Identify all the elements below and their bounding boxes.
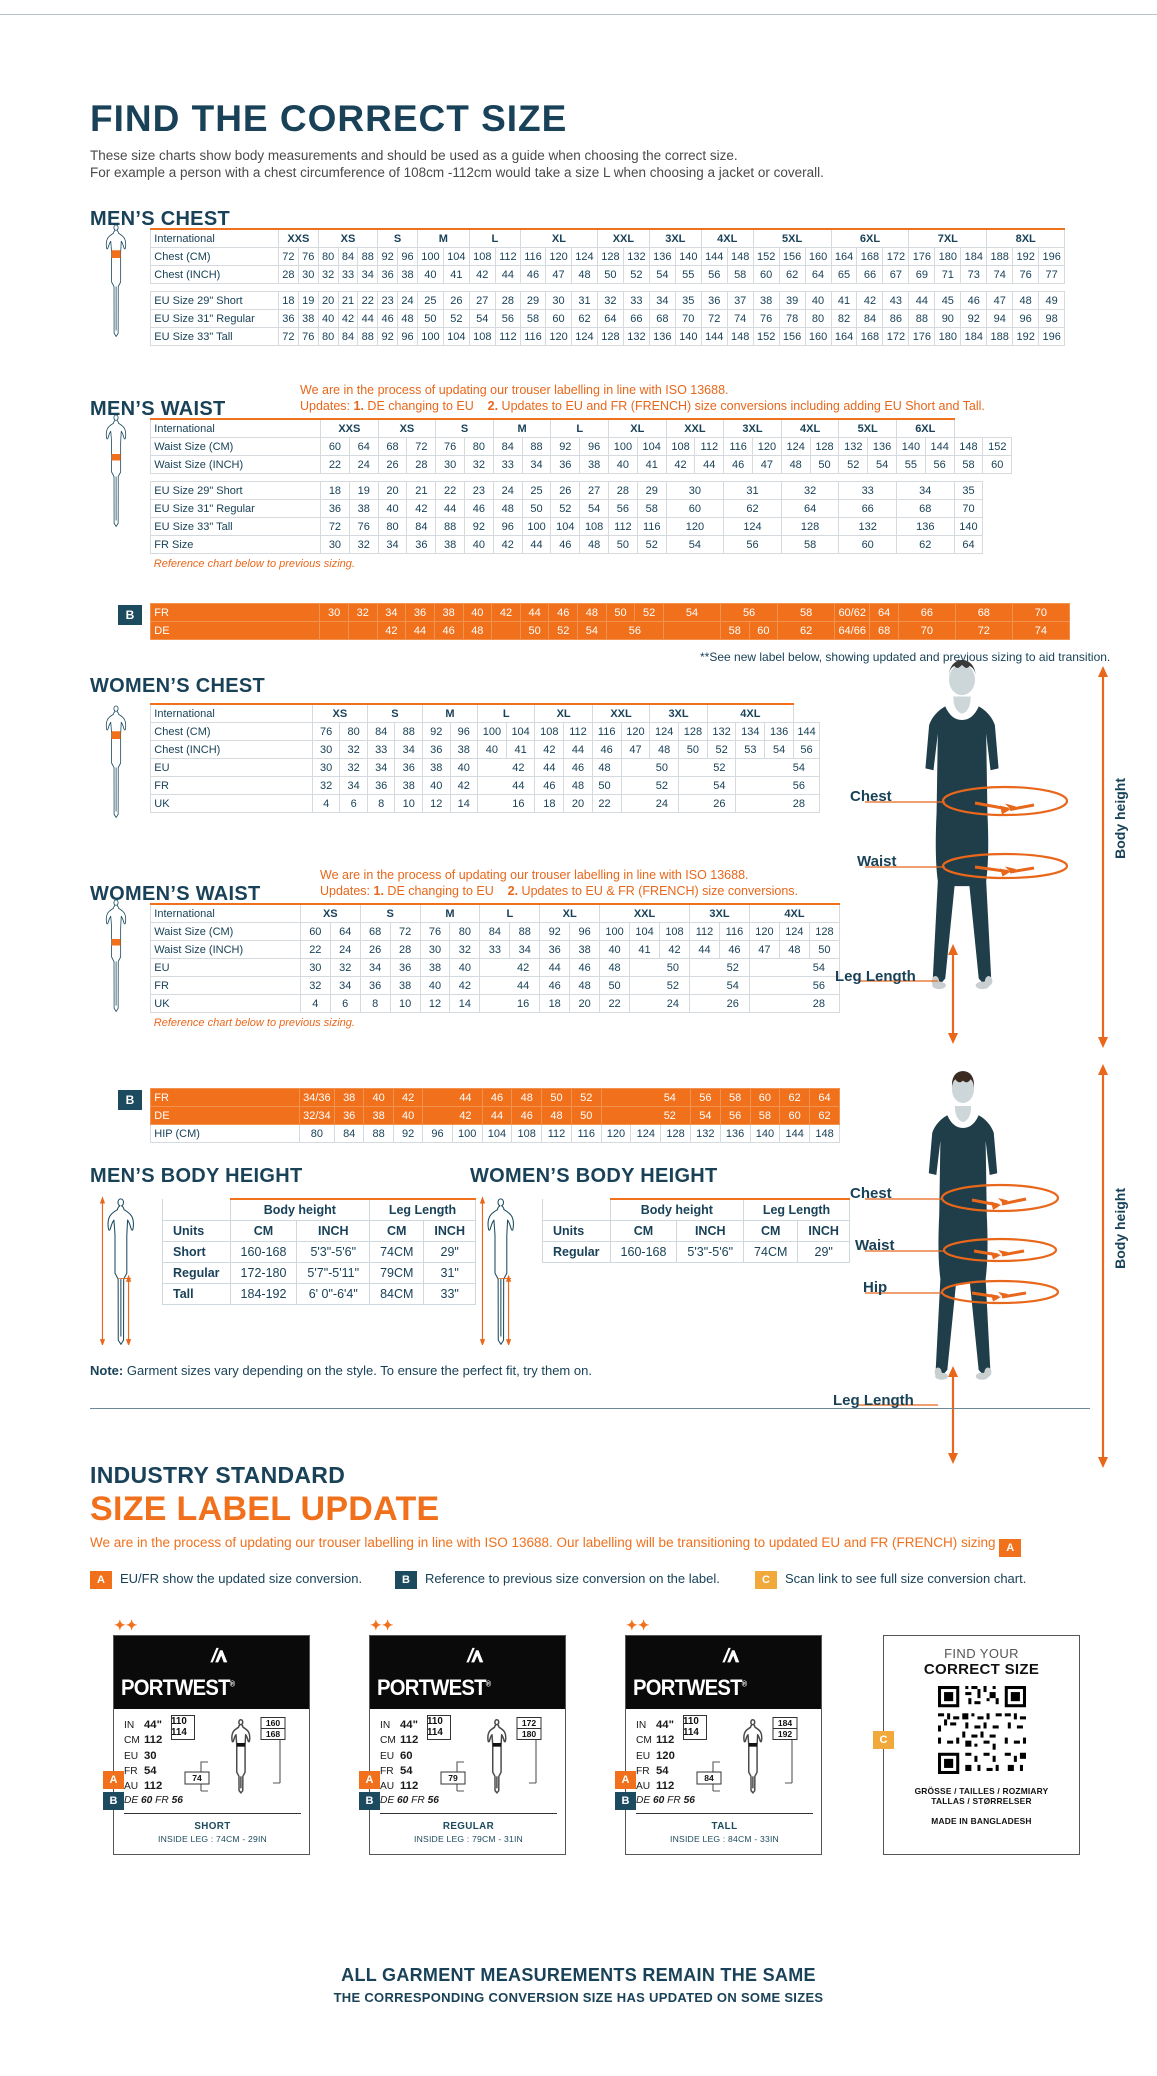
svg-text:184: 184 [778, 1718, 793, 1728]
svg-text:192: 192 [778, 1729, 793, 1739]
svg-text:84: 84 [704, 1773, 714, 1783]
svg-text:79: 79 [448, 1773, 458, 1783]
svg-text:168: 168 [266, 1729, 281, 1739]
svg-text:160: 160 [266, 1718, 281, 1728]
svg-text:74: 74 [192, 1773, 202, 1783]
svg-text:180: 180 [522, 1729, 537, 1739]
svg-text:172: 172 [522, 1718, 537, 1728]
